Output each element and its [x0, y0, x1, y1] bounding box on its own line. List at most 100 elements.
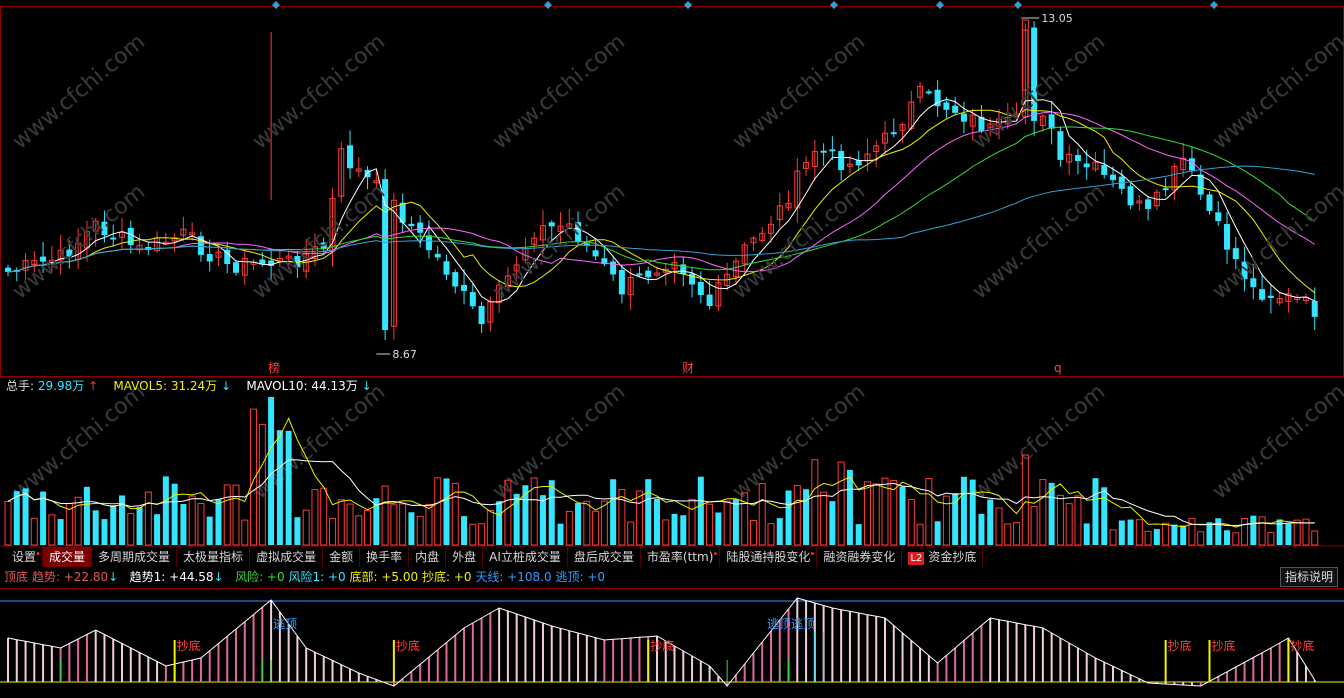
volume-bar-down: [206, 516, 213, 545]
volume-bar-down: [110, 505, 117, 545]
volume-bar-down: [680, 515, 687, 545]
volume-bar-up: [872, 483, 880, 546]
mavol10-label: MAVOL10:: [246, 379, 308, 393]
volume-bar-up: [627, 521, 635, 546]
candle-body-down: [925, 91, 932, 94]
tab-outer-volume[interactable]: 外盘: [446, 547, 484, 567]
event-marker: 财: [682, 361, 694, 375]
tab-turnover[interactable]: 换手率: [360, 547, 410, 567]
candle-body-down: [592, 250, 599, 257]
volume-bar-down: [57, 519, 64, 545]
volume-bar-down: [1083, 523, 1090, 545]
volume-bar-up: [820, 491, 828, 546]
diamond-marker-icon: [936, 1, 944, 9]
dot-icon: •: [712, 549, 719, 560]
volume-bar-up: [741, 492, 749, 546]
volume-bar-up: [416, 515, 424, 546]
tab-volume[interactable]: 成交量: [43, 547, 93, 567]
volume-bar-down: [83, 486, 90, 545]
candle-body-down: [1083, 163, 1090, 168]
candle-body-up: [1276, 298, 1283, 304]
tab-margin-change[interactable]: 融资融券变化: [817, 547, 903, 567]
candle-body-down: [1074, 155, 1081, 162]
volume-bar-up: [48, 514, 56, 546]
candle-body-down: [469, 292, 476, 307]
tab-settings[interactable]: 设置 •: [6, 547, 44, 567]
volume-bar-up: [486, 509, 494, 546]
candle-body-down: [1101, 165, 1108, 175]
candle-body-up: [119, 231, 126, 238]
candle-body-up: [1021, 19, 1029, 91]
chart-canvas[interactable]: 13.05 8.67 榜 财 q www.cfchi.com www.cfchi.com ww…: [0, 0, 1344, 547]
volume-bar-down: [575, 502, 582, 545]
tab-ai-volume[interactable]: AI立桩成交量: [483, 547, 568, 567]
volume-bar-up: [127, 513, 135, 546]
diamond-marker-icon: [1210, 1, 1218, 9]
candle-body-up: [987, 123, 994, 128]
volume-bar-down: [22, 488, 29, 545]
tab-label: 多周期成交量: [98, 550, 171, 564]
volume-bar-up: [942, 495, 950, 546]
candle-body-down: [601, 258, 608, 265]
tab-fund-bottom[interactable]: L2 资金抄底: [902, 547, 984, 567]
tab-label: AI立桩成交量: [489, 550, 561, 564]
volume-bar-down: [899, 486, 906, 545]
volume-bar-up: [811, 459, 819, 546]
volume-bar-up: [706, 503, 714, 546]
mavol10-line: [7, 459, 1315, 527]
volume-bar-up: [583, 500, 591, 546]
volume-bar-down: [215, 499, 222, 545]
escape-top-label: 逃顶逃顶: [767, 617, 815, 631]
tab-label: 成交量: [49, 550, 86, 564]
candle-body-down: [1188, 158, 1195, 171]
volume-bar-down: [1215, 518, 1222, 545]
tab-label: 金额: [329, 550, 354, 564]
volume-bar-down: [461, 516, 468, 545]
candle-body-down: [452, 272, 459, 287]
ma5-line: [7, 98, 1315, 303]
mavol5-line: [7, 417, 1315, 528]
candle-body-up: [811, 151, 818, 168]
candle-body-up: [1136, 200, 1143, 204]
volume-bar-up: [881, 477, 889, 546]
volume-bar-down: [162, 476, 169, 545]
indicator-help-button[interactable]: 指标说明: [1279, 567, 1338, 587]
volume-bar-up: [381, 485, 389, 546]
volume-bar-down: [539, 495, 546, 545]
volume-bar-down: [1285, 523, 1292, 545]
candle-body-up: [171, 237, 178, 242]
volume-bar-down: [285, 430, 292, 545]
volume-bar-up: [1311, 530, 1319, 546]
candle-body-up: [566, 223, 573, 228]
tab-inner-volume[interactable]: 内盘: [409, 547, 447, 567]
watermark-text: www.cfchi.com: [968, 379, 1110, 504]
candle-body-down: [838, 151, 845, 171]
tab-after-hours-volume[interactable]: 盘后成交量: [568, 547, 641, 567]
volume-bar-up: [618, 488, 626, 546]
volume-bar-down: [276, 430, 283, 545]
volume-bar-up: [890, 480, 898, 546]
tab-pe-ttm[interactable]: 市盈率(ttm) •: [641, 547, 721, 567]
tab-virtual-volume[interactable]: 虚拟成交量: [250, 547, 324, 567]
candle-body-up: [31, 259, 38, 265]
tab-amount[interactable]: 金额: [323, 547, 361, 567]
tab-multi-period-volume[interactable]: 多周期成交量: [92, 547, 178, 567]
tab-taiji-volume[interactable]: 太极量指标: [177, 547, 251, 567]
volume-bar-up: [600, 500, 608, 546]
candle-body-up: [215, 251, 222, 258]
tab-hk-connect-holdings[interactable]: 陆股通持股变化 •: [720, 547, 818, 567]
candle-body-up: [750, 237, 757, 244]
candle-body-down: [1145, 199, 1152, 209]
volume-bar-up: [74, 496, 82, 546]
tab-label: 陆股通持股变化: [726, 550, 811, 564]
candle-body-down: [478, 305, 485, 325]
candle-body-down: [1057, 131, 1064, 160]
candle-body-down: [706, 294, 713, 306]
candlestick-series: [5, 19, 1318, 340]
candle-body-up: [846, 163, 853, 167]
candle-body-up: [390, 199, 397, 327]
volume-bar-down: [697, 476, 704, 545]
volume-bar-down: [969, 479, 976, 545]
volume-bar-down: [978, 513, 985, 545]
